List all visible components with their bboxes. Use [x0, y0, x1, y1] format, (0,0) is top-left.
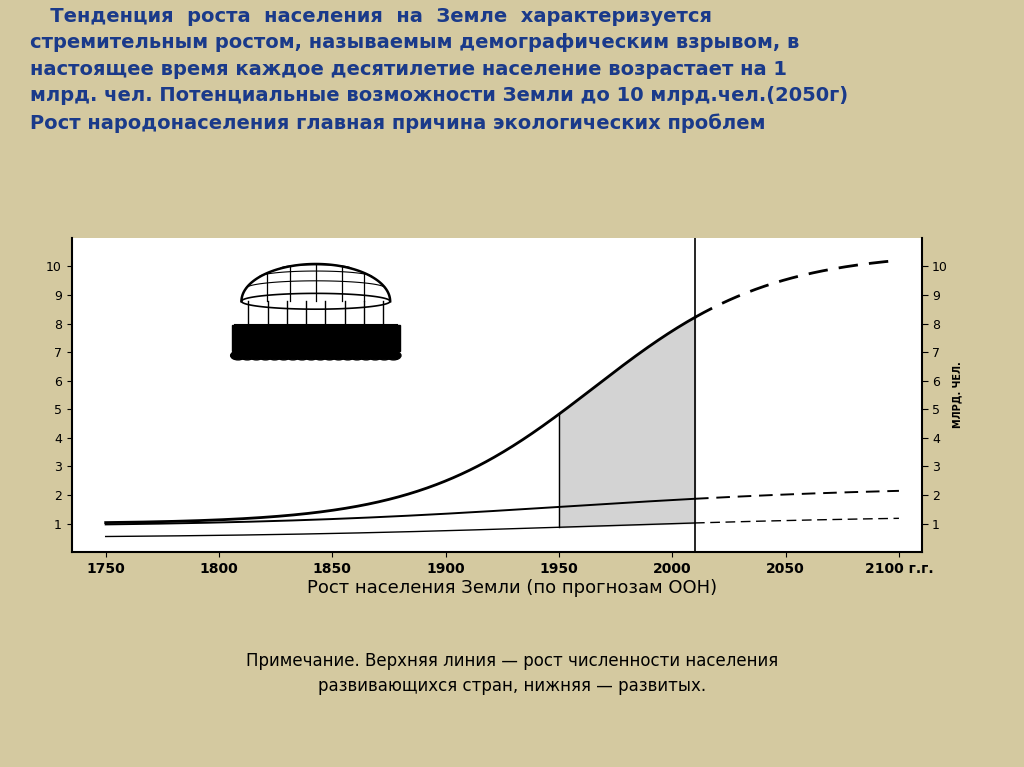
Bar — [296, 325, 308, 351]
Circle shape — [368, 351, 383, 360]
Circle shape — [230, 351, 246, 360]
Circle shape — [313, 351, 328, 360]
Y-axis label: МЛРД. ЧЕЛ.: МЛРД. ЧЕЛ. — [952, 361, 963, 429]
Circle shape — [240, 351, 255, 360]
Circle shape — [286, 351, 300, 360]
Circle shape — [295, 351, 309, 360]
Text: Тенденция  роста  населения  на  Земле  характеризуется
стремительным ростом, на: Тенденция роста населения на Земле харак… — [31, 7, 849, 133]
Text: Рост населения Земли (по прогнозам ООН): Рост населения Земли (по прогнозам ООН) — [307, 579, 717, 597]
Bar — [278, 325, 290, 351]
Bar — [351, 325, 364, 351]
Circle shape — [304, 351, 318, 360]
Text: Примечание. Верхняя линия — рост численности населения
развивающихся стран, нижн: Примечание. Верхняя линия — рост численн… — [246, 652, 778, 695]
Bar — [387, 325, 399, 351]
Bar — [250, 325, 262, 351]
Bar — [360, 325, 372, 351]
Bar — [370, 325, 381, 351]
Bar — [333, 325, 345, 351]
Bar — [378, 325, 390, 351]
Bar — [268, 325, 281, 351]
Bar — [232, 325, 244, 351]
Circle shape — [377, 351, 392, 360]
Bar — [305, 325, 317, 351]
Bar — [287, 325, 299, 351]
Bar — [324, 325, 336, 351]
Bar — [259, 325, 271, 351]
Circle shape — [267, 351, 282, 360]
Circle shape — [258, 351, 273, 360]
Circle shape — [249, 351, 264, 360]
Circle shape — [276, 351, 291, 360]
Circle shape — [349, 351, 365, 360]
Circle shape — [331, 351, 346, 360]
Bar — [314, 325, 327, 351]
Bar — [241, 325, 253, 351]
Circle shape — [323, 351, 337, 360]
Circle shape — [358, 351, 374, 360]
Circle shape — [386, 351, 401, 360]
Bar — [342, 325, 354, 351]
Circle shape — [340, 351, 355, 360]
